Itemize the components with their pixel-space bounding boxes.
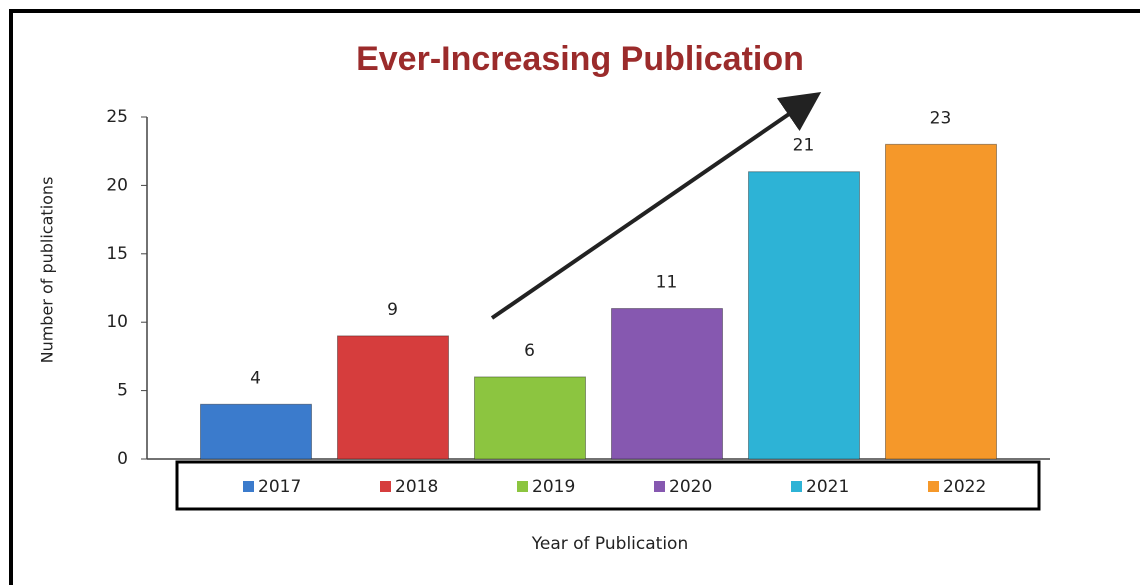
legend-swatch bbox=[517, 481, 528, 492]
data-label: 21 bbox=[793, 136, 815, 156]
frame bbox=[9, 9, 1140, 585]
y-tick-label: 20 bbox=[106, 175, 128, 195]
trend-arrow bbox=[490, 91, 822, 320]
legend-label: 2019 bbox=[532, 477, 575, 497]
x-axis-label: Year of Publication bbox=[531, 534, 688, 554]
legend-label: 2021 bbox=[806, 477, 849, 497]
data-label: 4 bbox=[250, 368, 261, 388]
data-label: 11 bbox=[656, 273, 678, 293]
bar bbox=[611, 308, 723, 460]
y-tick-label: 5 bbox=[117, 381, 128, 401]
chart-title: Ever-Increasing Publication bbox=[356, 40, 804, 78]
data-label: 6 bbox=[524, 341, 535, 361]
legend-label: 2018 bbox=[395, 477, 438, 497]
legend-box bbox=[175, 460, 1041, 511]
bar bbox=[885, 143, 997, 460]
y-tick-label: 25 bbox=[106, 107, 128, 127]
legend-label: 2022 bbox=[943, 477, 986, 497]
legend-label: 2017 bbox=[258, 477, 301, 497]
legend-swatch bbox=[243, 481, 254, 492]
bar bbox=[200, 403, 312, 460]
y-axis-label: Number of publications bbox=[38, 177, 57, 364]
bar bbox=[337, 335, 449, 460]
legend-swatch bbox=[791, 481, 802, 492]
bar bbox=[748, 171, 860, 460]
legend-swatch bbox=[380, 481, 391, 492]
data-label: 9 bbox=[387, 300, 398, 320]
y-tick-label: 10 bbox=[106, 312, 128, 332]
y-tick-label: 0 bbox=[117, 449, 128, 469]
legend-swatch bbox=[928, 481, 939, 492]
legend-swatch bbox=[654, 481, 665, 492]
bar bbox=[474, 376, 586, 460]
data-label: 23 bbox=[930, 108, 952, 128]
legend-label: 2020 bbox=[669, 477, 712, 497]
y-tick-label: 15 bbox=[106, 244, 128, 264]
